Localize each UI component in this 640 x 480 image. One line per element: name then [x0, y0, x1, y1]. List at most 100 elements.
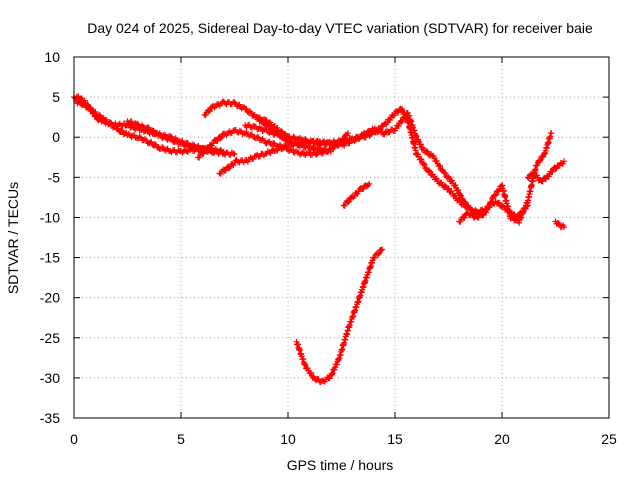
data-point — [462, 199, 469, 206]
data-point — [274, 124, 281, 131]
x-tick-label: 20 — [494, 431, 510, 447]
data-point — [80, 100, 87, 107]
data-point — [243, 105, 250, 112]
data-point — [485, 204, 492, 211]
series-track-g — [216, 109, 531, 221]
data-point — [398, 106, 405, 113]
data-point — [231, 151, 238, 158]
series-track-l — [524, 158, 568, 185]
data-point — [285, 134, 291, 141]
data-point — [367, 129, 373, 136]
data-point — [97, 112, 104, 119]
plot-frame — [73, 56, 610, 419]
data-point — [561, 158, 568, 165]
data-point — [534, 162, 541, 169]
data-point — [242, 130, 249, 137]
data-point — [421, 161, 428, 168]
axis-ticks — [73, 56, 610, 419]
data-point — [163, 146, 170, 153]
data-point — [496, 199, 503, 206]
data-point — [360, 186, 367, 192]
data-point — [96, 112, 102, 118]
data-point — [341, 202, 348, 209]
x-tick-label: 5 — [177, 431, 185, 447]
data-point — [216, 149, 223, 156]
data-point — [461, 198, 468, 205]
data-point — [469, 206, 476, 213]
data-point — [437, 162, 444, 169]
data-point — [302, 362, 309, 368]
data-point — [457, 218, 464, 225]
data-point — [326, 375, 333, 382]
chart-title: Day 024 of 2025, Sidereal Day-to-day VTE… — [87, 20, 593, 36]
data-point — [115, 125, 121, 132]
data-point — [344, 130, 351, 137]
y-tick-label: -25 — [40, 330, 60, 346]
data-point — [426, 167, 432, 174]
data-point — [455, 187, 462, 194]
data-point — [217, 135, 224, 142]
data-point — [487, 200, 494, 207]
data-point — [196, 154, 203, 161]
data-point — [363, 131, 370, 138]
data-point — [306, 139, 313, 146]
y-tick-label: -30 — [40, 370, 60, 386]
data-point — [438, 179, 445, 186]
data-point — [531, 169, 538, 176]
data-point — [376, 250, 382, 257]
series-track-i — [340, 180, 373, 209]
data-point — [433, 157, 440, 164]
data-point — [418, 156, 425, 163]
y-tick-label: 5 — [52, 89, 60, 105]
data-point — [399, 118, 406, 125]
y-tick-label: -5 — [48, 169, 61, 185]
data-point — [516, 219, 523, 226]
data-point — [308, 369, 315, 376]
series-track-k — [456, 130, 555, 226]
data-point — [457, 192, 464, 199]
data-point — [542, 176, 549, 183]
series-track-h — [252, 114, 291, 141]
data-point — [424, 148, 431, 155]
data-point — [222, 167, 229, 174]
data-point — [442, 170, 449, 177]
data-point — [371, 254, 378, 261]
data-point — [374, 251, 381, 258]
data-point — [220, 150, 227, 157]
data-point — [508, 214, 515, 220]
data-point — [263, 117, 270, 124]
data-point — [492, 192, 499, 199]
data-point — [236, 127, 243, 134]
data-point — [395, 109, 402, 116]
data-point — [230, 150, 237, 157]
data-point — [81, 101, 88, 108]
series-track-m — [552, 218, 568, 231]
data-point — [479, 212, 486, 219]
data-point — [461, 214, 468, 221]
data-point — [231, 99, 238, 106]
data-point — [549, 168, 556, 175]
data-point — [283, 132, 290, 139]
series-track-f — [242, 105, 484, 217]
y-tick-label: -10 — [40, 209, 60, 225]
data-point — [92, 108, 99, 115]
data-point — [278, 146, 285, 152]
data-point — [212, 147, 219, 154]
data-point — [552, 165, 559, 172]
x-tick-label: 15 — [387, 431, 403, 447]
data-point — [441, 182, 448, 189]
series-track-j — [293, 246, 386, 386]
y-tick-label: 0 — [52, 129, 60, 145]
data-point — [379, 246, 386, 253]
data-point — [295, 141, 302, 148]
data-point — [172, 137, 179, 144]
data-point — [346, 198, 352, 205]
data-point — [537, 157, 544, 164]
data-point — [395, 123, 402, 129]
data-point — [398, 118, 405, 125]
data-point — [313, 151, 320, 158]
tick-labels: 0 5 10 15 20 25 10 5 0 -5 -10 -15 -20 -25 -30 -35 — [40, 49, 617, 447]
data-point — [366, 180, 373, 187]
data-point — [351, 138, 358, 144]
